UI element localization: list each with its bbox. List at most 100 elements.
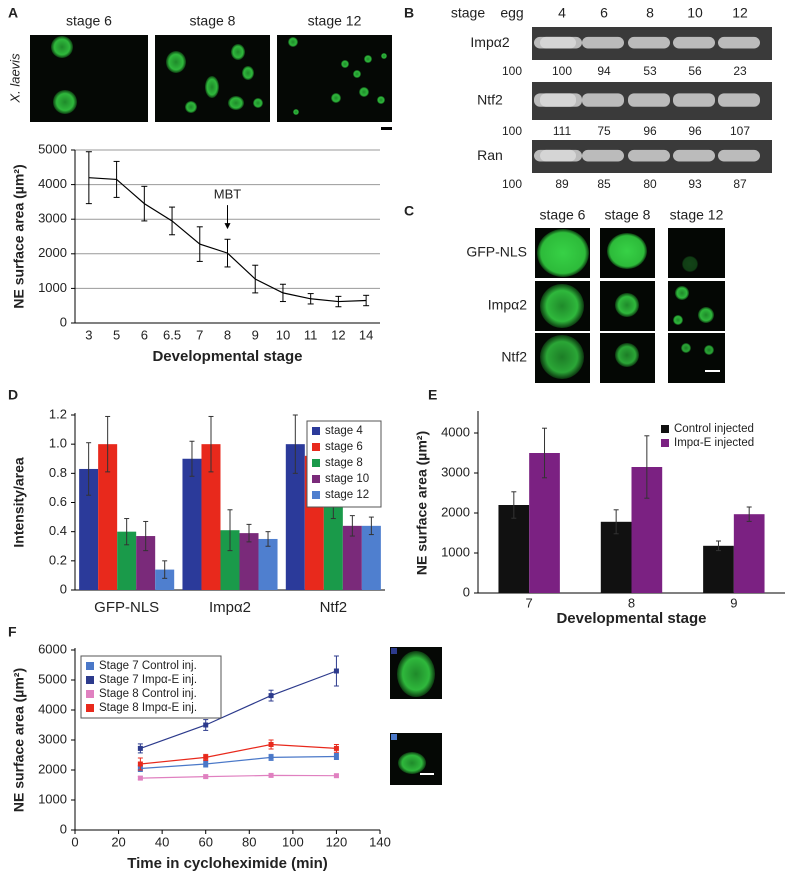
x-tick-label: 11 [304,327,318,342]
error-bar [105,415,111,473]
y-tick-label: 1.2 [49,406,67,421]
data-line [140,670,337,749]
x-tick-label: 6 [141,327,148,342]
legend-label: stage 8 [325,457,363,469]
bar [136,536,156,590]
bar [285,444,305,590]
x-tick-label: 3 [85,327,92,342]
panel-label: D [8,387,18,403]
nucleus [381,53,387,59]
bar [733,514,765,593]
blot-row-label: Impα2 [470,34,509,50]
y-tick-label: 0 [60,821,67,836]
legend-swatch [312,459,320,467]
x-tick-label: 40 [155,834,169,849]
legend-swatch [312,443,320,451]
y-axis-title: Intensity/area [11,457,27,547]
micrograph [30,35,148,122]
y-tick-label: 3000 [38,211,67,226]
x-tick-label: 20 [111,834,125,849]
nucleus [353,70,361,78]
legend-label: Stage 8 Impα-E inj. [99,702,197,714]
data-line [140,743,337,765]
error-bar [224,238,231,268]
data-point [333,773,339,779]
blot-band [628,149,670,162]
legend-label: stage 12 [325,489,369,501]
blot-quantification: 53 [643,64,657,78]
nucleus [673,315,683,325]
data-point [333,745,339,751]
blot-band [673,149,715,162]
data-point [137,775,143,781]
nucleus [537,229,589,277]
error-bar [246,523,252,543]
nucleus [166,51,186,73]
nucleus [615,293,639,317]
nucleus [397,651,435,697]
blot-band [582,93,624,107]
legend-swatch [86,662,94,670]
lane-label: egg [500,5,523,21]
error-bar [162,560,168,579]
error-bar [141,185,148,222]
error-bar [715,540,721,552]
error-bar [368,516,374,536]
error-bar [208,415,214,473]
nucleus [205,76,219,98]
blot-quantification: 100 [552,64,572,78]
x-tick-label: 5 [113,327,120,342]
error-bar [143,520,149,552]
y-tick-label: 0 [463,584,470,599]
micrograph [668,228,725,278]
legend-swatch [312,491,320,499]
blot-quantification: 89 [555,177,569,191]
blot-band [628,36,670,49]
x-tick-label: 14 [359,327,373,342]
y-tick-label: 2000 [441,504,470,519]
error-bar [189,440,195,477]
error-bar [85,151,92,205]
x-tick-label: 6.5 [163,327,181,342]
panel-label: C [404,203,414,219]
y-tick-label: 1000 [441,544,470,559]
scale-bar [420,773,434,775]
error-bar [307,293,314,305]
x-tick-label: 10 [276,327,290,342]
x-axis-title: Developmental stage [152,348,302,365]
y-tick-label: 0.4 [49,523,67,538]
nucleus [704,345,714,355]
legend-swatch [312,475,320,483]
micrograph [277,35,392,122]
nucleus [698,307,714,323]
scale-bar [381,127,392,130]
data-point [268,754,274,760]
panel-label: E [428,387,437,403]
nucleus [51,36,73,58]
row-label: GFP-NLS [466,244,527,260]
error-bar [363,294,370,307]
data-point [333,668,339,674]
nucleus [185,101,197,113]
nucleus [377,96,385,104]
bar [98,444,118,590]
marker-square [391,648,397,654]
y-tick-label: 1000 [38,791,67,806]
bar [155,569,175,590]
column-label: stage 6 [540,207,586,223]
error-bar [252,264,259,294]
y-tick-label: 3000 [441,464,470,479]
blot-band [582,36,624,49]
nucleus [681,343,691,353]
blot-band [540,36,582,49]
x-tick-label: GFP-NLS [94,599,159,616]
column-label: stage 8 [605,207,651,223]
blot-row-label: Ntf2 [477,92,503,108]
y-tick-label: 4000 [441,424,470,439]
y-axis-title: NE surface area (µm²) [414,431,430,575]
error-bar [86,442,92,496]
blot-quantification: 94 [597,64,611,78]
legend-swatch [312,427,320,435]
bar [117,531,137,590]
blot-row-label: Ran [477,147,503,163]
